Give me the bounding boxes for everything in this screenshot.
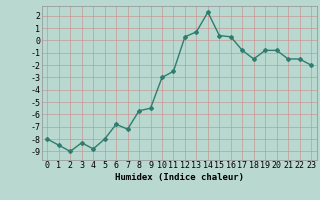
X-axis label: Humidex (Indice chaleur): Humidex (Indice chaleur)	[115, 173, 244, 182]
